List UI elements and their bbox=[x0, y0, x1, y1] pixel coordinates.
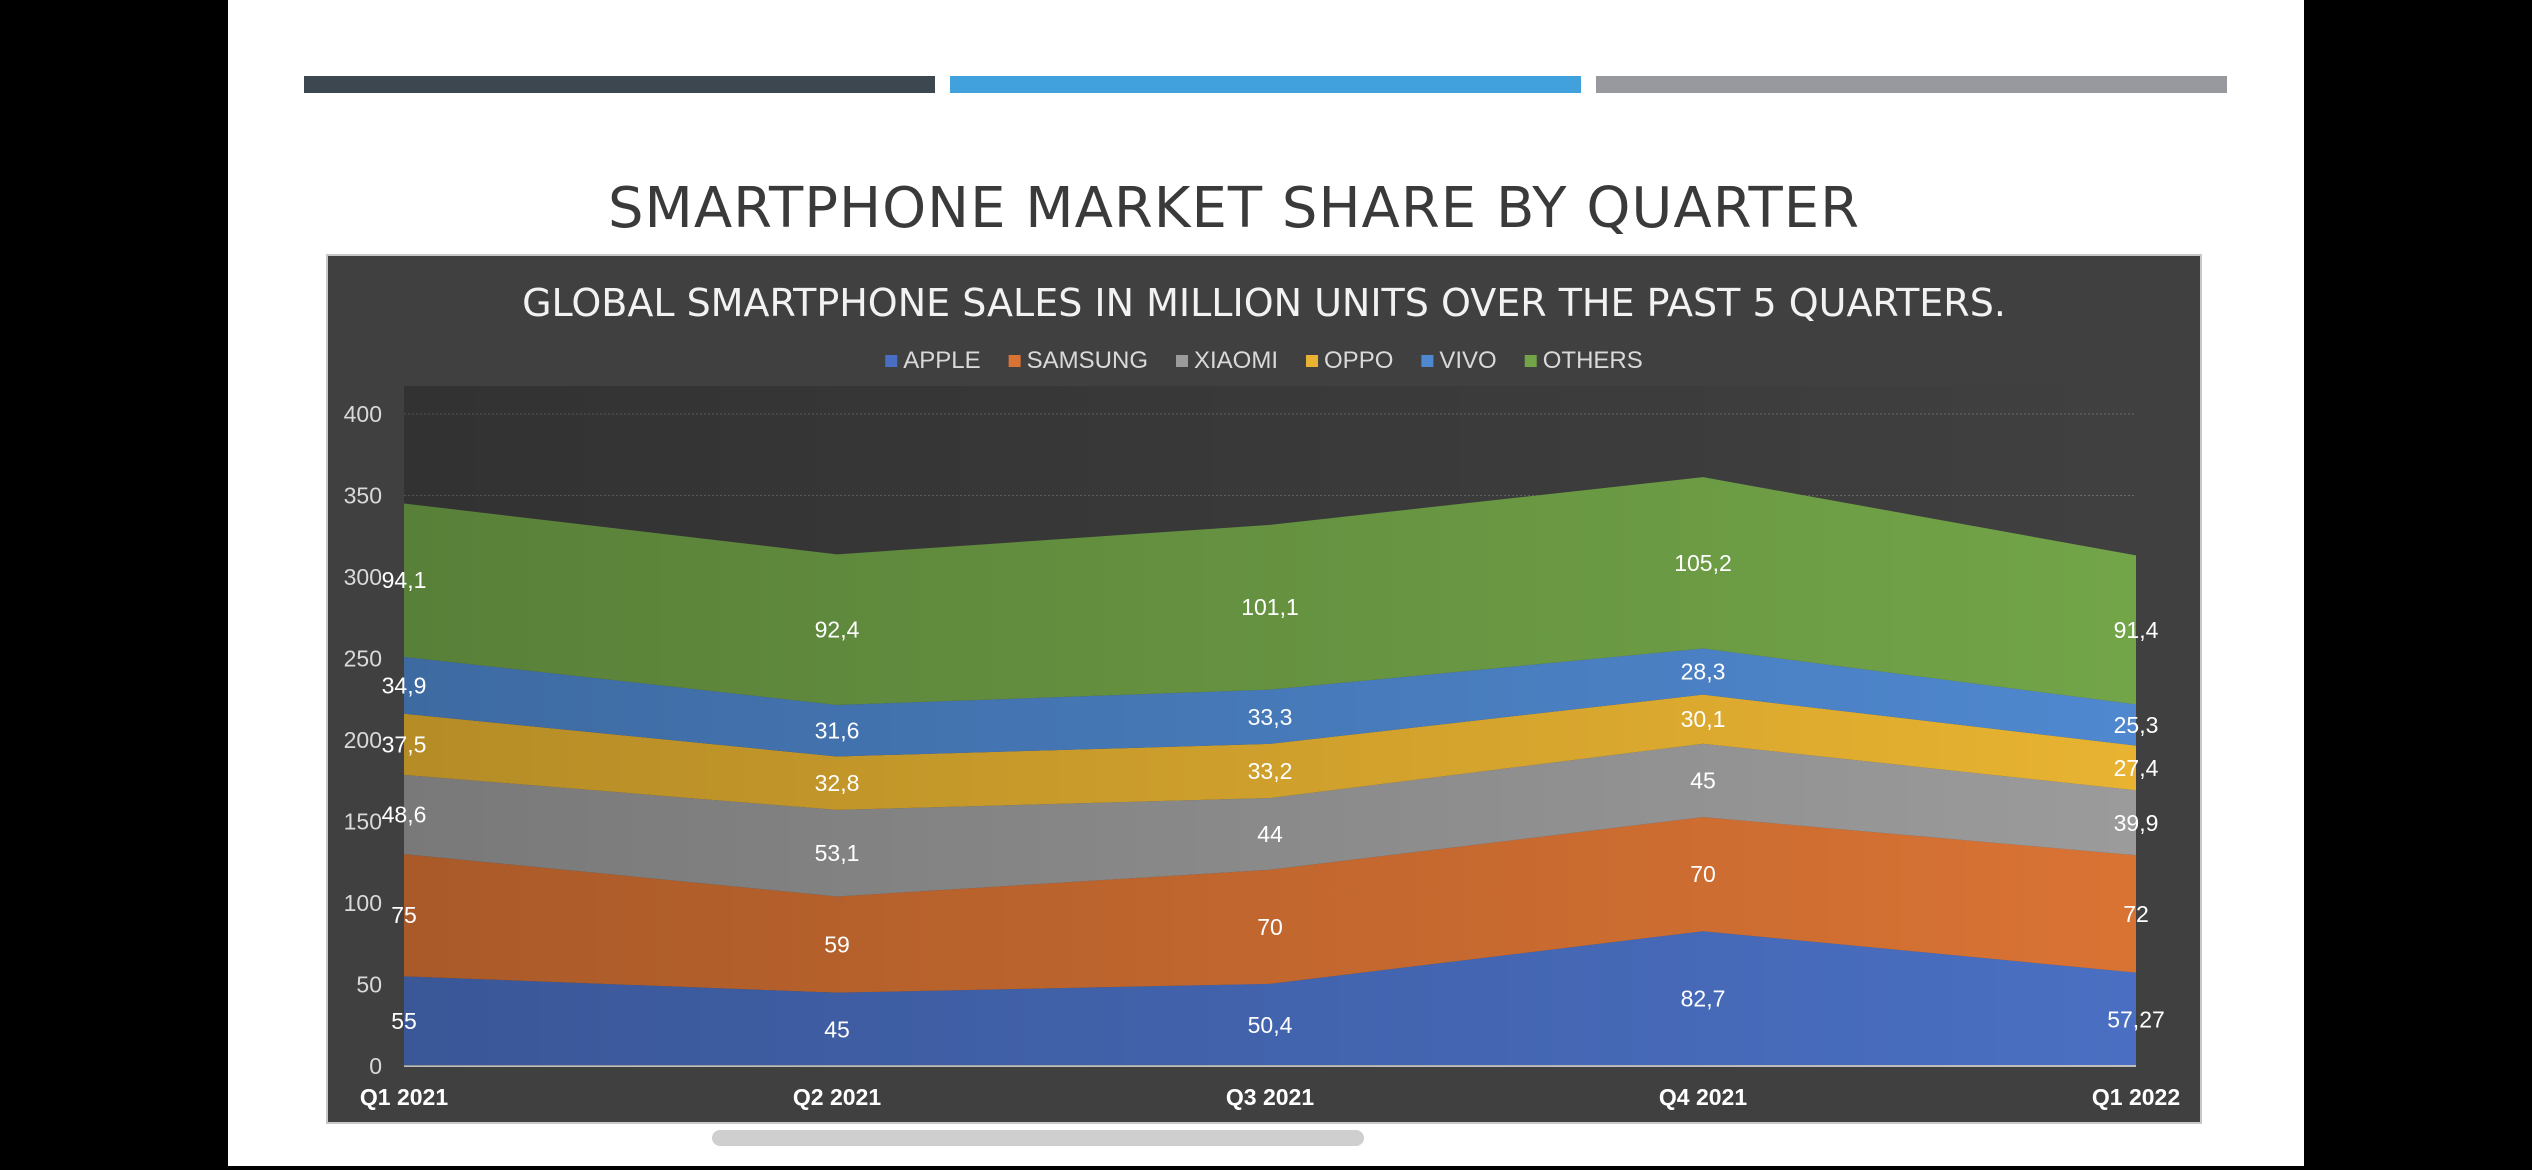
header-bar-dark bbox=[304, 76, 935, 93]
data-label-vivo-4: 25,3 bbox=[2114, 712, 2159, 738]
legend-label-others: OTHERS bbox=[1543, 347, 1643, 374]
y-tick-label-300: 300 bbox=[344, 564, 382, 590]
data-label-oppo-2: 33,2 bbox=[1248, 758, 1293, 784]
y-axis-tick-labels: 0 50 100 150 200 250 300 350 400 bbox=[344, 401, 382, 1079]
y-tick-label-400: 400 bbox=[344, 401, 382, 427]
legend-swatch-apple bbox=[885, 355, 898, 367]
data-label-xiaomi-0: 48,6 bbox=[382, 801, 427, 827]
slide-title: SMARTPHONE MARKET SHARE BY QUARTER bbox=[608, 176, 1861, 241]
data-label-oppo-4: 27,4 bbox=[2114, 755, 2159, 781]
legend-label-apple: APPLE bbox=[903, 347, 980, 374]
y-tick-label-50: 50 bbox=[356, 972, 382, 998]
legend-swatch-others bbox=[1524, 355, 1537, 367]
data-label-xiaomi-4: 39,9 bbox=[2114, 810, 2159, 836]
data-label-apple-3: 82,7 bbox=[1681, 986, 1726, 1012]
x-tick-label-4: Q1 2022 bbox=[2092, 1084, 2180, 1110]
data-label-apple-0: 55 bbox=[391, 1008, 417, 1034]
data-label-vivo-0: 34,9 bbox=[382, 672, 427, 698]
y-tick-label-0: 0 bbox=[369, 1053, 382, 1079]
data-label-others-2: 101,1 bbox=[1241, 594, 1299, 620]
data-label-others-0: 94,1 bbox=[382, 567, 427, 593]
data-label-xiaomi-2: 44 bbox=[1257, 821, 1283, 847]
chart-panel[interactable]: GLOBAL SMARTPHONE SALES IN MILLION UNITS… bbox=[326, 254, 2202, 1124]
y-tick-label-150: 150 bbox=[344, 809, 382, 835]
y-tick-label-250: 250 bbox=[344, 646, 382, 672]
x-tick-label-0: Q1 2021 bbox=[360, 1084, 448, 1110]
horizontal-scrollbar[interactable] bbox=[712, 1130, 1364, 1146]
legend-label-samsung: SAMSUNG bbox=[1027, 347, 1148, 374]
data-label-oppo-3: 30,1 bbox=[1681, 706, 1726, 732]
data-label-apple-4: 57,27 bbox=[2107, 1006, 2165, 1032]
data-label-vivo-3: 28,3 bbox=[1681, 659, 1726, 685]
stacked-area-chart: GLOBAL SMARTPHONE SALES IN MILLION UNITS… bbox=[344, 281, 2181, 1110]
data-label-others-3: 105,2 bbox=[1674, 550, 1732, 576]
data-label-samsung-1: 59 bbox=[824, 932, 850, 958]
legend-label-vivo: VIVO bbox=[1439, 347, 1496, 374]
legend-swatch-xiaomi bbox=[1176, 355, 1188, 367]
legend-label-xiaomi: XIAOMI bbox=[1194, 347, 1278, 374]
data-label-vivo-1: 31,6 bbox=[815, 718, 860, 744]
x-tick-label-3: Q4 2021 bbox=[1659, 1084, 1747, 1110]
data-label-vivo-2: 33,3 bbox=[1248, 704, 1293, 730]
y-tick-label-350: 350 bbox=[344, 483, 382, 509]
legend-swatch-samsung bbox=[1008, 355, 1021, 367]
data-label-samsung-2: 70 bbox=[1257, 914, 1283, 940]
data-label-samsung-0: 75 bbox=[391, 902, 417, 928]
area-others bbox=[404, 477, 2136, 705]
x-tick-label-1: Q2 2021 bbox=[793, 1084, 881, 1110]
data-labels: 55 45 50,4 82,7 57,27 75 59 70 70 72 48,6 53,1 44 45 3… bbox=[382, 550, 2165, 1043]
chart-title: GLOBAL SMARTPHONE SALES IN MILLION UNITS… bbox=[522, 281, 2006, 325]
x-tick-label-2: Q3 2021 bbox=[1226, 1084, 1314, 1110]
y-tick-label-100: 100 bbox=[344, 890, 382, 916]
data-label-apple-1: 45 bbox=[824, 1016, 850, 1042]
legend-swatch-vivo bbox=[1421, 355, 1434, 367]
header-bar-gray bbox=[1596, 76, 2227, 93]
data-label-others-4: 91,4 bbox=[2114, 617, 2159, 643]
slide: SMARTPHONE MARKET SHARE BY QUARTER GLOBA… bbox=[228, 0, 2304, 1166]
data-label-samsung-4: 72 bbox=[2123, 901, 2149, 927]
data-label-oppo-0: 37,5 bbox=[382, 731, 427, 757]
data-label-xiaomi-1: 53,1 bbox=[815, 840, 860, 866]
header-bar-blue bbox=[950, 76, 1581, 93]
data-label-apple-2: 50,4 bbox=[1248, 1012, 1293, 1038]
x-axis-tick-labels: Q1 2021 Q2 2021 Q3 2021 Q4 2021 Q1 2022 bbox=[360, 1084, 2180, 1110]
data-label-xiaomi-3: 45 bbox=[1690, 767, 1716, 793]
y-tick-label-200: 200 bbox=[344, 727, 382, 753]
legend: APPLE SAMSUNG XIAOMI OPPO VIVO OTHERS bbox=[885, 347, 1643, 374]
data-label-others-1: 92,4 bbox=[815, 617, 860, 643]
data-label-oppo-1: 32,8 bbox=[815, 770, 860, 796]
legend-label-oppo: OPPO bbox=[1324, 347, 1393, 374]
legend-swatch-oppo bbox=[1306, 355, 1319, 367]
data-label-samsung-3: 70 bbox=[1690, 861, 1716, 887]
